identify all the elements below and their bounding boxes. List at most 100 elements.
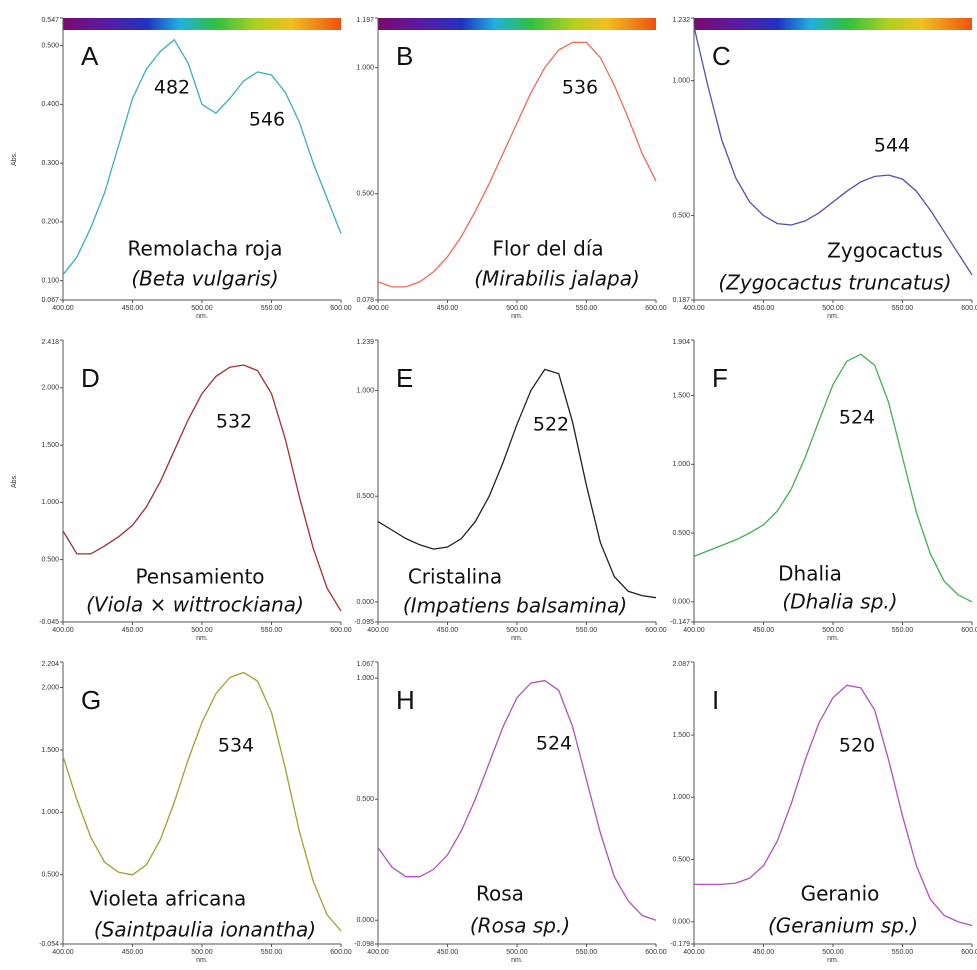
x-tick-label: 500.00 <box>822 949 844 956</box>
peak-label: 524 <box>839 407 875 429</box>
y-tick-label: 0.000 <box>672 599 690 606</box>
x-tick-label: 550.00 <box>892 949 914 956</box>
x-axis-label: nm. <box>196 313 208 320</box>
spectrum-line <box>693 26 973 276</box>
spectrum-bar <box>378 18 656 30</box>
panel-label: I <box>712 685 719 715</box>
x-axis-label: nm. <box>511 313 523 320</box>
x-tick-label: 450.00 <box>122 949 144 956</box>
y-tick-label: 0.500 <box>356 796 374 803</box>
y-tick-label: 1.500 <box>672 392 690 399</box>
y-tick-label: 2.000 <box>41 385 59 392</box>
spectrum-line <box>693 353 973 603</box>
x-tick-label: 450.00 <box>437 949 459 956</box>
y-tick-label: -0.147 <box>670 619 690 626</box>
x-tick-label: 400.00 <box>52 305 74 312</box>
x-tick-label: 600.00 <box>961 949 977 956</box>
y-tick-label: 0.078 <box>356 297 374 304</box>
x-axis-label: nm. <box>827 957 839 964</box>
common-name: Remolacha roja <box>128 237 283 261</box>
y-tick-label: 1.000 <box>41 499 59 506</box>
x-axis-label: nm. <box>196 635 208 642</box>
x-tick-label: 400.00 <box>683 305 705 312</box>
y-tick-label: 2.418 <box>41 339 59 346</box>
y-tick-label: 1.000 <box>672 461 690 468</box>
y-tick-label: 1.239 <box>356 339 374 346</box>
x-tick-label: 500.00 <box>822 627 844 634</box>
y-tick-label: 0.100 <box>41 277 59 284</box>
panel-label: H <box>396 685 415 715</box>
spectrum-line <box>62 671 342 932</box>
y-tick-label: 0.500 <box>672 856 690 863</box>
common-name: Violeta africana <box>90 887 247 911</box>
y-tick-label: 0.500 <box>672 530 690 537</box>
x-tick-label: 600.00 <box>330 627 352 634</box>
spectrum-line <box>62 38 342 276</box>
spectrum-line <box>62 364 342 612</box>
peak-label: 532 <box>216 411 252 433</box>
y-tick-label: 2.087 <box>672 661 690 668</box>
x-tick-label: 500.00 <box>191 949 213 956</box>
species-name: (Viola × wittrockiana) <box>86 593 304 617</box>
x-tick-label: 400.00 <box>683 949 705 956</box>
y-tick-label: 1.000 <box>356 675 374 682</box>
y-tick-label: 0.500 <box>41 872 59 879</box>
x-tick-label: 550.00 <box>576 627 598 634</box>
x-tick-label: 500.00 <box>191 627 213 634</box>
y-tick-label: 0.500 <box>356 190 374 197</box>
x-tick-label: 450.00 <box>437 627 459 634</box>
panel-label: A <box>81 41 99 71</box>
peak-label: 520 <box>839 735 875 757</box>
y-tick-label: 0.500 <box>672 212 690 219</box>
x-tick-label: 550.00 <box>576 949 598 956</box>
common-name: Dhalia <box>778 562 842 586</box>
panel-label: E <box>396 363 413 393</box>
y-tick-label: 0.067 <box>41 297 59 304</box>
species-name: (Rosa sp.) <box>470 914 570 938</box>
panel-label: G <box>81 685 101 715</box>
species-name: (Mirabilis jalapa) <box>474 267 640 291</box>
spectrum-bar <box>63 18 341 30</box>
y-tick-label: 0.000 <box>356 917 374 924</box>
species-name: (Impatiens balsamina) <box>403 594 627 618</box>
y-tick-label: 1.000 <box>672 77 690 84</box>
spectrum-line <box>377 368 657 599</box>
common-name: Cristalina <box>408 565 502 589</box>
y-tick-label: 0.500 <box>41 556 59 563</box>
x-tick-label: 500.00 <box>191 305 213 312</box>
y-tick-label: 0.300 <box>41 160 59 167</box>
panel-label: D <box>81 363 100 393</box>
x-tick-label: 550.00 <box>892 305 914 312</box>
x-axis-label: nm. <box>511 635 523 642</box>
x-tick-label: 550.00 <box>892 627 914 634</box>
x-tick-label: 450.00 <box>753 949 775 956</box>
x-tick-label: 550.00 <box>261 305 283 312</box>
x-tick-label: 600.00 <box>645 627 667 634</box>
common-name: Zygocactus <box>827 239 943 263</box>
x-tick-label: 550.00 <box>261 949 283 956</box>
peak-label: 536 <box>562 77 598 99</box>
x-tick-label: 600.00 <box>330 949 352 956</box>
panel-label: F <box>712 363 728 393</box>
y-tick-label: 0.547 <box>41 17 59 24</box>
panel-label: B <box>396 41 413 71</box>
y-tick-label: 0.400 <box>41 101 59 108</box>
x-tick-label: 600.00 <box>330 305 352 312</box>
y-tick-label: 2.204 <box>41 661 59 668</box>
y-tick-label: 1.000 <box>356 64 374 71</box>
y-tick-label: -0.045 <box>39 619 59 626</box>
x-tick-label: 600.00 <box>645 949 667 956</box>
species-name: (Beta vulgaris) <box>131 267 278 291</box>
species-name: (Zygocactus truncatus) <box>718 271 951 295</box>
species-name: (Dhalia sp.) <box>782 590 897 614</box>
x-axis-label: nm. <box>196 957 208 964</box>
y-tick-label: 0.000 <box>672 919 690 926</box>
x-tick-label: 500.00 <box>506 305 528 312</box>
species-name: (Saintpaulia ionantha) <box>94 918 316 942</box>
x-tick-label: 450.00 <box>437 305 459 312</box>
x-tick-label: 500.00 <box>506 949 528 956</box>
spectrum-line <box>377 679 657 921</box>
common-name: Rosa <box>476 882 524 906</box>
spectrum-line <box>377 41 657 288</box>
peak-label: 522 <box>533 414 569 436</box>
